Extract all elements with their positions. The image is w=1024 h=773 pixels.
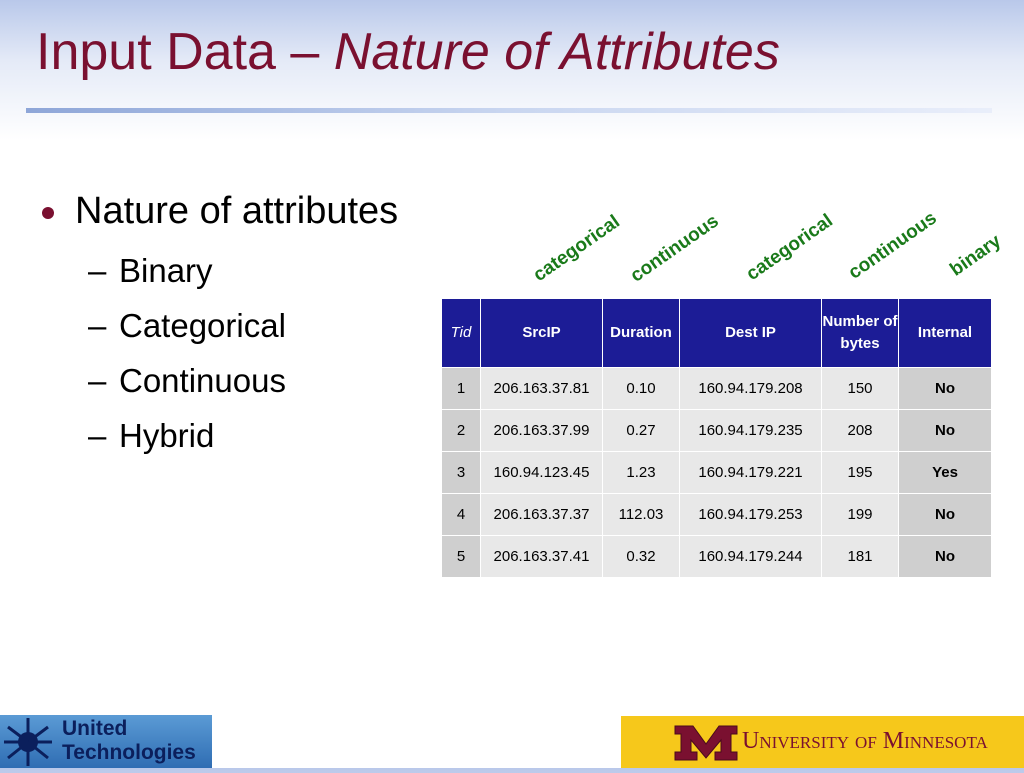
header-cell: Tid xyxy=(441,298,481,368)
table-cell: 3 xyxy=(441,451,481,494)
table-cell: 208 xyxy=(821,409,899,452)
table-cell: 0.27 xyxy=(602,409,680,452)
header-cell: Internal xyxy=(898,298,992,368)
table-row: 2 206.163.37.99 0.27 160.94.179.235 208 No xyxy=(441,409,992,452)
table-cell: 160.94.123.45 xyxy=(480,451,603,494)
title-italic: Nature of Attributes xyxy=(333,23,780,81)
table-cell: No xyxy=(898,409,992,452)
ut-emblem xyxy=(4,718,52,766)
header-row: Tid SrcIP Duration Dest IP Number of bytes In… xyxy=(441,298,992,368)
title-rule xyxy=(26,108,992,113)
sub-marker: – xyxy=(88,307,107,344)
header-cell: Duration xyxy=(602,298,680,368)
attribute-type: continuous xyxy=(626,210,723,287)
table-cell: Yes xyxy=(898,451,992,494)
bullet-main: Nature of attributes xyxy=(75,190,399,232)
sub-text: Binary xyxy=(119,252,213,289)
table-cell: 206.163.37.37 xyxy=(480,493,603,536)
table-cell: 206.163.37.41 xyxy=(480,535,603,578)
sub-bullet: – Continuous xyxy=(88,362,286,400)
table-cell: 2 xyxy=(441,409,481,452)
table-cell: 181 xyxy=(821,535,899,578)
sub-text: Hybrid xyxy=(119,417,215,454)
table-row: 3 160.94.123.45 1.23 160.94.179.221 195 Yes xyxy=(441,451,992,494)
bullet-dot xyxy=(42,207,54,219)
attribute-type: continuous xyxy=(844,207,941,284)
umn-logo-text: University of Minnesota xyxy=(742,728,988,754)
title: Input Data – Nature of Attributes xyxy=(36,22,780,82)
title-plain: Input Data – xyxy=(36,23,334,81)
header-cell: Dest IP xyxy=(679,298,822,368)
table-cell: 195 xyxy=(821,451,899,494)
table-row: 5 206.163.37.41 0.32 160.94.179.244 181 No xyxy=(441,535,992,578)
table-cell: 5 xyxy=(441,535,481,578)
sub-bullet: – Hybrid xyxy=(88,417,214,455)
table-cell: 0.32 xyxy=(602,535,680,578)
table-cell: No xyxy=(898,367,992,410)
table-cell: 160.94.179.235 xyxy=(679,409,822,452)
table-cell: 4 xyxy=(441,493,481,536)
ut-logo-text: United Technologies xyxy=(62,717,196,764)
ut-logo-box xyxy=(0,715,212,768)
sub-bullet: – Binary xyxy=(88,252,213,290)
table-cell: 112.03 xyxy=(602,493,680,536)
table-cell: 199 xyxy=(821,493,899,536)
umn-emblem xyxy=(674,725,738,761)
table-cell: 150 xyxy=(821,367,899,410)
sub-marker: – xyxy=(88,417,107,454)
sub-text: Continuous xyxy=(119,362,286,399)
header-cell: Number of bytes xyxy=(821,298,899,368)
table-cell: 160.94.179.221 xyxy=(679,451,822,494)
table-cell: 0.10 xyxy=(602,367,680,410)
table-cell: 160.94.179.244 xyxy=(679,535,822,578)
header-cell: SrcIP xyxy=(480,298,603,368)
sub-marker: – xyxy=(88,252,107,289)
sub-marker: – xyxy=(88,362,107,399)
attribute-type: categorical xyxy=(742,210,837,285)
umn-logo-box xyxy=(621,716,1024,768)
table-cell: 1 xyxy=(441,367,481,410)
table-row: 4 206.163.37.37 112.03 160.94.179.253 199 No xyxy=(441,493,992,536)
data-table: Tid SrcIP Duration Dest IP Number of bytes In… xyxy=(441,298,992,578)
table-cell: No xyxy=(898,493,992,536)
table-cell: 160.94.179.208 xyxy=(679,367,822,410)
table-cell: 206.163.37.99 xyxy=(480,409,603,452)
table-cell: 206.163.37.81 xyxy=(480,367,603,410)
sub-text: Categorical xyxy=(119,307,286,344)
sub-bullet: – Categorical xyxy=(88,307,286,345)
table-cell: 1.23 xyxy=(602,451,680,494)
table-cell: 160.94.179.253 xyxy=(679,493,822,536)
table-cell: No xyxy=(898,535,992,578)
attribute-type: categorical xyxy=(529,211,624,286)
attribute-type: binary xyxy=(946,230,1006,281)
table-row: 1 206.163.37.81 0.10 160.94.179.208 150 No xyxy=(441,367,992,410)
